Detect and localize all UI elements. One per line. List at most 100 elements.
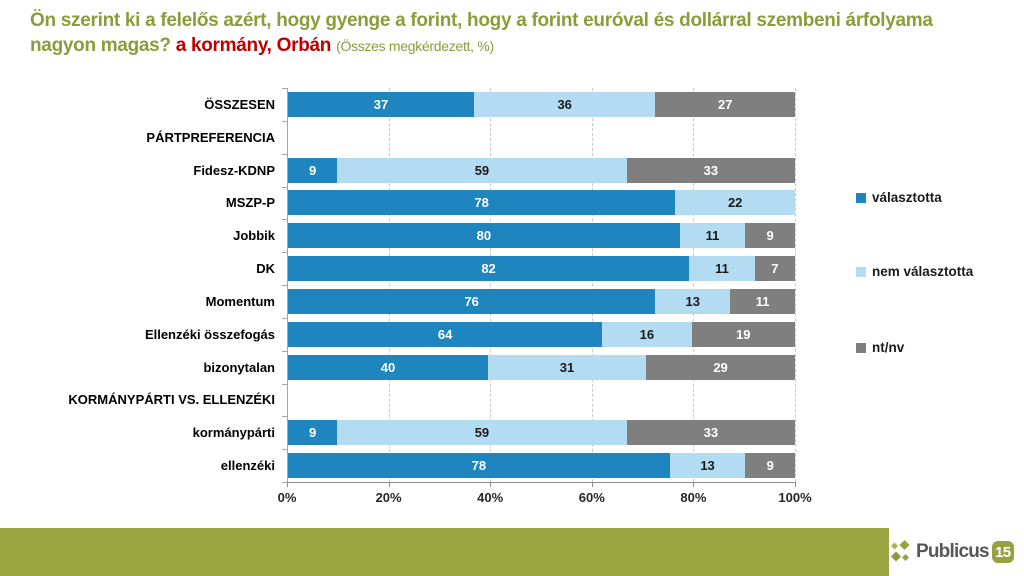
bar-segment: 22 bbox=[675, 190, 795, 216]
gridline bbox=[591, 88, 593, 482]
legend-swatch bbox=[856, 342, 866, 353]
bar-segment: 9 bbox=[745, 453, 795, 479]
x-axis-tick-label: 80% bbox=[680, 490, 707, 505]
footer-band bbox=[0, 528, 889, 576]
legend-label: nem választotta bbox=[872, 264, 974, 279]
category-group-label: PÁRTPREFERENCIA bbox=[146, 129, 275, 145]
category-label: Ellenzéki összefogás bbox=[144, 326, 275, 342]
bar-segment: 9 bbox=[288, 157, 338, 183]
bar-segment: 13 bbox=[655, 288, 731, 314]
category-labels: ÖSSZESEN PÁRTPREFERENCIA Fidesz-KDNP MSZP-P… bbox=[36, 88, 281, 482]
x-axis-tick bbox=[490, 483, 492, 487]
bar-segment: 9 bbox=[288, 420, 338, 446]
gridline bbox=[693, 88, 695, 482]
x-axis-tick-label: 20% bbox=[375, 490, 402, 505]
bar-row: 9 59 33 bbox=[288, 420, 795, 446]
legend: választotta nem választotta nt/nv bbox=[856, 190, 1021, 370]
bar-segment: 78 bbox=[288, 453, 670, 479]
gridline bbox=[490, 88, 492, 482]
bar-segment: 13 bbox=[669, 453, 746, 479]
bar-segment: 29 bbox=[646, 354, 795, 380]
bar-segment: 9 bbox=[745, 223, 795, 249]
y-axis-tick bbox=[282, 120, 287, 122]
bar-row: 78 22 bbox=[288, 190, 795, 216]
x-axis-tick-label: 60% bbox=[578, 490, 605, 505]
page-title: Ön szerint ki a felelős azért, hogy gyen… bbox=[30, 8, 980, 58]
bar-segment: 33 bbox=[626, 420, 795, 446]
bar-segment: 11 bbox=[689, 256, 755, 282]
bar-segment: 37 bbox=[288, 91, 474, 117]
publicus-logo: Publicus 15 bbox=[890, 536, 1018, 568]
bar-segment: 78 bbox=[288, 190, 676, 216]
title-highlight: a kormány, Orbán bbox=[175, 35, 332, 57]
bar-segment: 59 bbox=[337, 420, 627, 446]
brand-name: Publicus bbox=[916, 541, 990, 562]
x-axis-tick bbox=[591, 483, 593, 487]
bar-row: 64 16 19 bbox=[288, 321, 795, 347]
y-axis-tick bbox=[282, 219, 287, 221]
plot-area: 37 36 27 9 59 33 78 22 80 11 9 82 11 7 76 13 11 64 16 19 40 3… bbox=[282, 88, 796, 483]
y-axis-tick bbox=[282, 416, 287, 418]
bar-segment: 31 bbox=[487, 354, 647, 380]
category-label: ellenzéki bbox=[220, 458, 275, 474]
x-axis-tick-label: 100% bbox=[778, 490, 812, 505]
category-group-label: KORMÁNYPÁRTI VS. ELLENZÉKI bbox=[68, 392, 275, 408]
category-label: MSZP-P bbox=[225, 195, 275, 211]
legend-item: nt/nv bbox=[856, 340, 904, 355]
bar-segment: 82 bbox=[288, 256, 690, 282]
category-label: Jobbik bbox=[233, 228, 275, 244]
bar-segment: 40 bbox=[288, 354, 488, 380]
y-axis-tick bbox=[282, 88, 287, 89]
x-axis-tick-label: 40% bbox=[477, 490, 504, 505]
y-axis-tick bbox=[282, 383, 287, 385]
x-axis-tick bbox=[287, 483, 288, 487]
y-axis-tick bbox=[282, 153, 287, 155]
title-question: Ön szerint ki a felelős azért, hogy gyen… bbox=[30, 10, 933, 57]
legend-label: nt/nv bbox=[872, 340, 905, 355]
bar-row: 78 13 9 bbox=[288, 453, 795, 479]
category-label: ÖSSZESEN bbox=[204, 96, 275, 112]
bar-segment: 11 bbox=[730, 288, 795, 314]
category-label: Momentum bbox=[205, 293, 275, 309]
y-axis-tick bbox=[282, 317, 287, 319]
bar-row: 82 11 7 bbox=[288, 256, 796, 282]
y-axis-line bbox=[287, 88, 288, 482]
bar-segment: 76 bbox=[288, 288, 656, 314]
legend-swatch bbox=[856, 192, 866, 203]
x-axis-tick bbox=[795, 483, 796, 487]
y-axis-tick bbox=[282, 186, 287, 188]
bar-segment: 19 bbox=[691, 321, 795, 347]
gridline bbox=[795, 88, 796, 482]
x-axis-tick bbox=[693, 483, 695, 487]
bar-segment: 33 bbox=[626, 157, 795, 183]
legend-label: választotta bbox=[872, 190, 942, 205]
bar-row: 40 31 29 bbox=[288, 354, 795, 380]
legend-swatch bbox=[856, 266, 866, 277]
category-label: bizonytalan bbox=[203, 359, 275, 375]
x-axis-tick bbox=[388, 483, 390, 487]
y-axis-tick bbox=[282, 482, 287, 483]
bar-segment: 16 bbox=[602, 321, 692, 347]
bar-row: 9 59 33 bbox=[288, 157, 795, 183]
brand-badge: 15 bbox=[991, 541, 1014, 563]
bar-row: 76 13 11 bbox=[288, 288, 795, 314]
bar-segment: 36 bbox=[474, 91, 656, 117]
bar-segment: 11 bbox=[679, 223, 746, 249]
bar-row: 37 36 27 bbox=[288, 91, 795, 117]
gridline bbox=[388, 88, 390, 482]
x-axis: 0% 20% 40% 60% 80% 100% bbox=[278, 482, 812, 505]
legend-item: nem választotta bbox=[856, 264, 973, 279]
bar-segment: 64 bbox=[288, 321, 603, 347]
bar-row: 80 11 9 bbox=[288, 223, 795, 249]
y-axis-tick bbox=[282, 252, 287, 254]
y-axis-tick bbox=[282, 449, 287, 451]
bar-segment: 59 bbox=[337, 157, 627, 183]
y-axis-tick bbox=[282, 350, 287, 352]
y-axis-tick bbox=[282, 285, 287, 286]
bar-segment: 27 bbox=[655, 91, 795, 117]
title-suffix: (Összes megkérdezett, %) bbox=[336, 38, 494, 55]
x-axis-tick-label: 0% bbox=[277, 490, 297, 505]
category-label: DK bbox=[256, 261, 275, 277]
publicus-diamonds-icon bbox=[891, 539, 910, 561]
